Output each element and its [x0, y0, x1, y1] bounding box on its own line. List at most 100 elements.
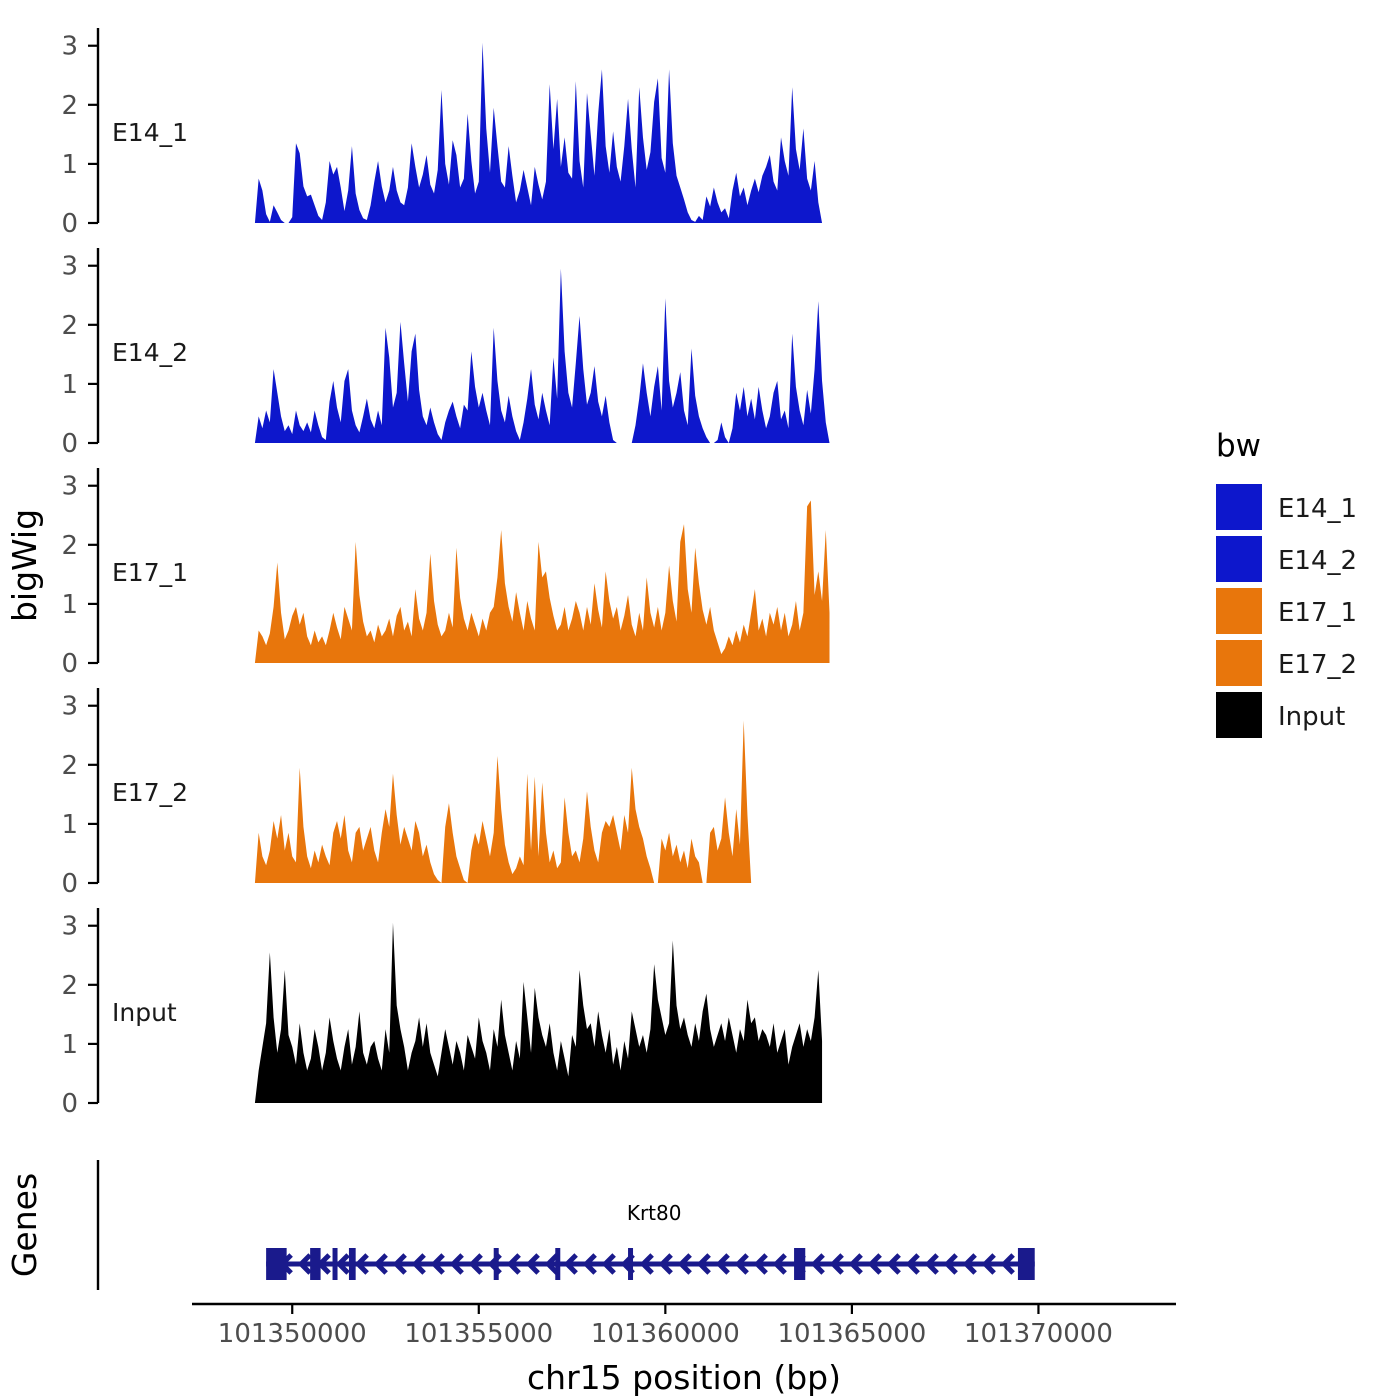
x-tick-label: 101365000 [777, 1319, 926, 1349]
y-tick-label: 0 [61, 209, 78, 239]
gene-strand-arrow-left-icon [411, 1253, 426, 1275]
y-tick-label: 3 [61, 472, 78, 502]
gene-strand-arrow-left-icon [715, 1253, 730, 1275]
legend-item-input[interactable]: Input [1216, 692, 1345, 738]
gene-strand-arrow-left-icon [886, 1253, 901, 1275]
genes-axis-title: Genes [5, 1173, 44, 1277]
gene-strand-arrow-left-icon [734, 1253, 749, 1275]
gene-name-label: Krt80 [627, 1201, 682, 1225]
gene-strand-arrow-left-icon [696, 1253, 711, 1275]
y-tick-label: 1 [61, 1030, 78, 1060]
gene-strand-arrow-left-icon [677, 1253, 692, 1275]
y-tick-label: 2 [61, 531, 78, 561]
genes-panel [96, 1160, 1035, 1290]
gene-strand-arrow-left-icon [373, 1253, 388, 1275]
coverage-area-e14_2 [254, 268, 830, 443]
y-axis-title: bigWig [5, 509, 44, 622]
x-tick-label: 101360000 [591, 1319, 740, 1349]
coverage-area-e17_2 [254, 720, 752, 883]
gene-strand-arrow-left-icon [525, 1253, 540, 1275]
legend-label: Input [1278, 702, 1345, 732]
legend-swatch-e17_1 [1216, 588, 1262, 634]
track-panel-e17_1: 0 1 2 3 E17_1 [61, 468, 830, 679]
legend-label: E17_2 [1278, 650, 1357, 680]
gene-strand-arrow-left-icon [962, 1253, 977, 1275]
gene-strand-arrow-left-icon [905, 1253, 920, 1275]
gene-strand-arrow-left-icon [297, 1253, 312, 1275]
gene-strand-arrow-left-icon [639, 1253, 654, 1275]
gene-strand-arrow-left-icon [544, 1253, 559, 1275]
x-axis-title: chr15 position (bp) [527, 1358, 841, 1397]
gene-strand-arrow-left-icon [924, 1253, 939, 1275]
y-tick-label: 0 [61, 649, 78, 679]
gene-strand-arrow-left-icon [943, 1253, 958, 1275]
x-tick-label: 101355000 [404, 1319, 553, 1349]
gene-strand-arrow-left-icon [582, 1253, 597, 1275]
gene-strand-arrow-left-icon [981, 1253, 996, 1275]
gene-strand-arrow-left-icon [867, 1253, 882, 1275]
gene-strand-arrow-left-icon [468, 1253, 483, 1275]
y-tick-label: 3 [61, 912, 78, 942]
gene-strand-arrow-left-icon [753, 1253, 768, 1275]
x-tick-label: 101370000 [964, 1319, 1113, 1349]
gene-strand-arrow-left-icon [1000, 1253, 1015, 1275]
y-tick-label: 0 [61, 429, 78, 459]
legend-label: E17_1 [1278, 598, 1357, 628]
gene-strand-arrow-left-icon [354, 1253, 369, 1275]
y-tick-label: 1 [61, 590, 78, 620]
y-tick-label: 1 [61, 370, 78, 400]
gene-exon-block [1017, 1248, 1035, 1280]
track-label-e14_1: E14_1 [112, 118, 188, 147]
legend-item-e17_1[interactable]: E17_1 [1216, 588, 1357, 634]
legend-label: E14_1 [1278, 494, 1357, 524]
track-label-e17_2: E17_2 [112, 778, 188, 807]
y-tick-label: 2 [61, 971, 78, 1001]
track-label-e17_1: E17_1 [112, 558, 188, 587]
legend-swatch-input [1216, 692, 1262, 738]
coverage-area-e17_1 [254, 500, 830, 663]
gene-exon-block [266, 1248, 287, 1280]
legend-item-e14_2[interactable]: E14_2 [1216, 536, 1357, 582]
gene-strand-arrow-left-icon [392, 1253, 407, 1275]
legend-swatch-e17_2 [1216, 640, 1262, 686]
gene-strand-arrow-left-icon [810, 1253, 825, 1275]
y-tick-label: 3 [61, 252, 78, 282]
legend-swatch-e14_2 [1216, 536, 1262, 582]
track-label-input: Input [112, 998, 177, 1027]
gene-strand-arrow-left-icon [848, 1253, 863, 1275]
gene-strand-arrow-left-icon [335, 1253, 350, 1275]
gene-exon-block [493, 1248, 499, 1280]
gene-strand-arrow-left-icon [601, 1253, 616, 1275]
y-tick-label: 2 [61, 751, 78, 781]
track-label-e14_2: E14_2 [112, 338, 188, 367]
y-tick-label: 1 [61, 150, 78, 180]
gene-exon-block [555, 1248, 561, 1280]
legend-label: E14_2 [1278, 546, 1357, 576]
gene-strand-arrow-left-icon [430, 1253, 445, 1275]
gene-exon-block [332, 1248, 338, 1280]
gene-exon-block [794, 1248, 806, 1280]
gene-strand-arrow-left-icon [449, 1253, 464, 1275]
y-tick-label: 1 [61, 810, 78, 840]
gene-strand-arrow-left-icon [658, 1253, 673, 1275]
legend-swatch-e14_1 [1216, 484, 1262, 530]
track-panel-e14_2: 0 1 2 3 E14_2 [61, 248, 830, 459]
gene-exon-block [310, 1248, 321, 1280]
coverage-area-input [254, 922, 823, 1103]
y-tick-label: 0 [61, 869, 78, 899]
gene-strand-arrow-left-icon [563, 1253, 578, 1275]
gene-exon-block [348, 1248, 356, 1280]
gene-strand-arrow-left-icon [829, 1253, 844, 1275]
gene-exon-block [628, 1248, 634, 1280]
legend-item-e17_2[interactable]: E17_2 [1216, 640, 1357, 686]
y-tick-label: 2 [61, 311, 78, 341]
track-panel-e14_1: 0 1 2 3 E14_1 [61, 28, 823, 239]
y-tick-label: 2 [61, 91, 78, 121]
y-tick-label: 3 [61, 692, 78, 722]
y-tick-label: 0 [61, 1089, 78, 1119]
gene-strand-arrow-left-icon [772, 1253, 787, 1275]
legend-item-e14_1[interactable]: E14_1 [1216, 484, 1357, 530]
track-panel-input: 0 1 2 3 Input [61, 908, 823, 1119]
